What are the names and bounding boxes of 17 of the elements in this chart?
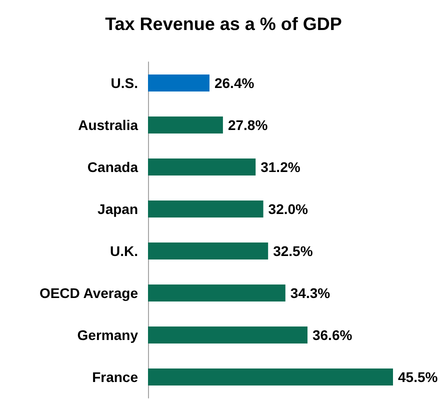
- data-label: 26.4%: [214, 75, 255, 91]
- data-label: 32.5%: [273, 243, 314, 259]
- y-tick-label: U.K.: [110, 243, 138, 259]
- data-label: 45.5%: [398, 369, 438, 385]
- y-tick-label: U.S.: [110, 75, 138, 91]
- data-label: 31.2%: [260, 159, 301, 175]
- y-tick-label: Japan: [98, 201, 138, 217]
- data-label: 36.6%: [312, 327, 353, 343]
- data-label: 34.3%: [290, 285, 331, 301]
- chart-title: Tax Revenue as a % of GDP: [105, 14, 342, 34]
- y-tick-label: OECD Average: [39, 285, 138, 301]
- data-label: 27.8%: [228, 117, 268, 133]
- y-tick-label: France: [92, 369, 138, 385]
- data-label: 32.0%: [268, 201, 309, 217]
- y-tick-label: Canada: [87, 159, 138, 175]
- y-tick-label: Australia: [78, 117, 138, 133]
- y-tick-label: Germany: [77, 327, 138, 343]
